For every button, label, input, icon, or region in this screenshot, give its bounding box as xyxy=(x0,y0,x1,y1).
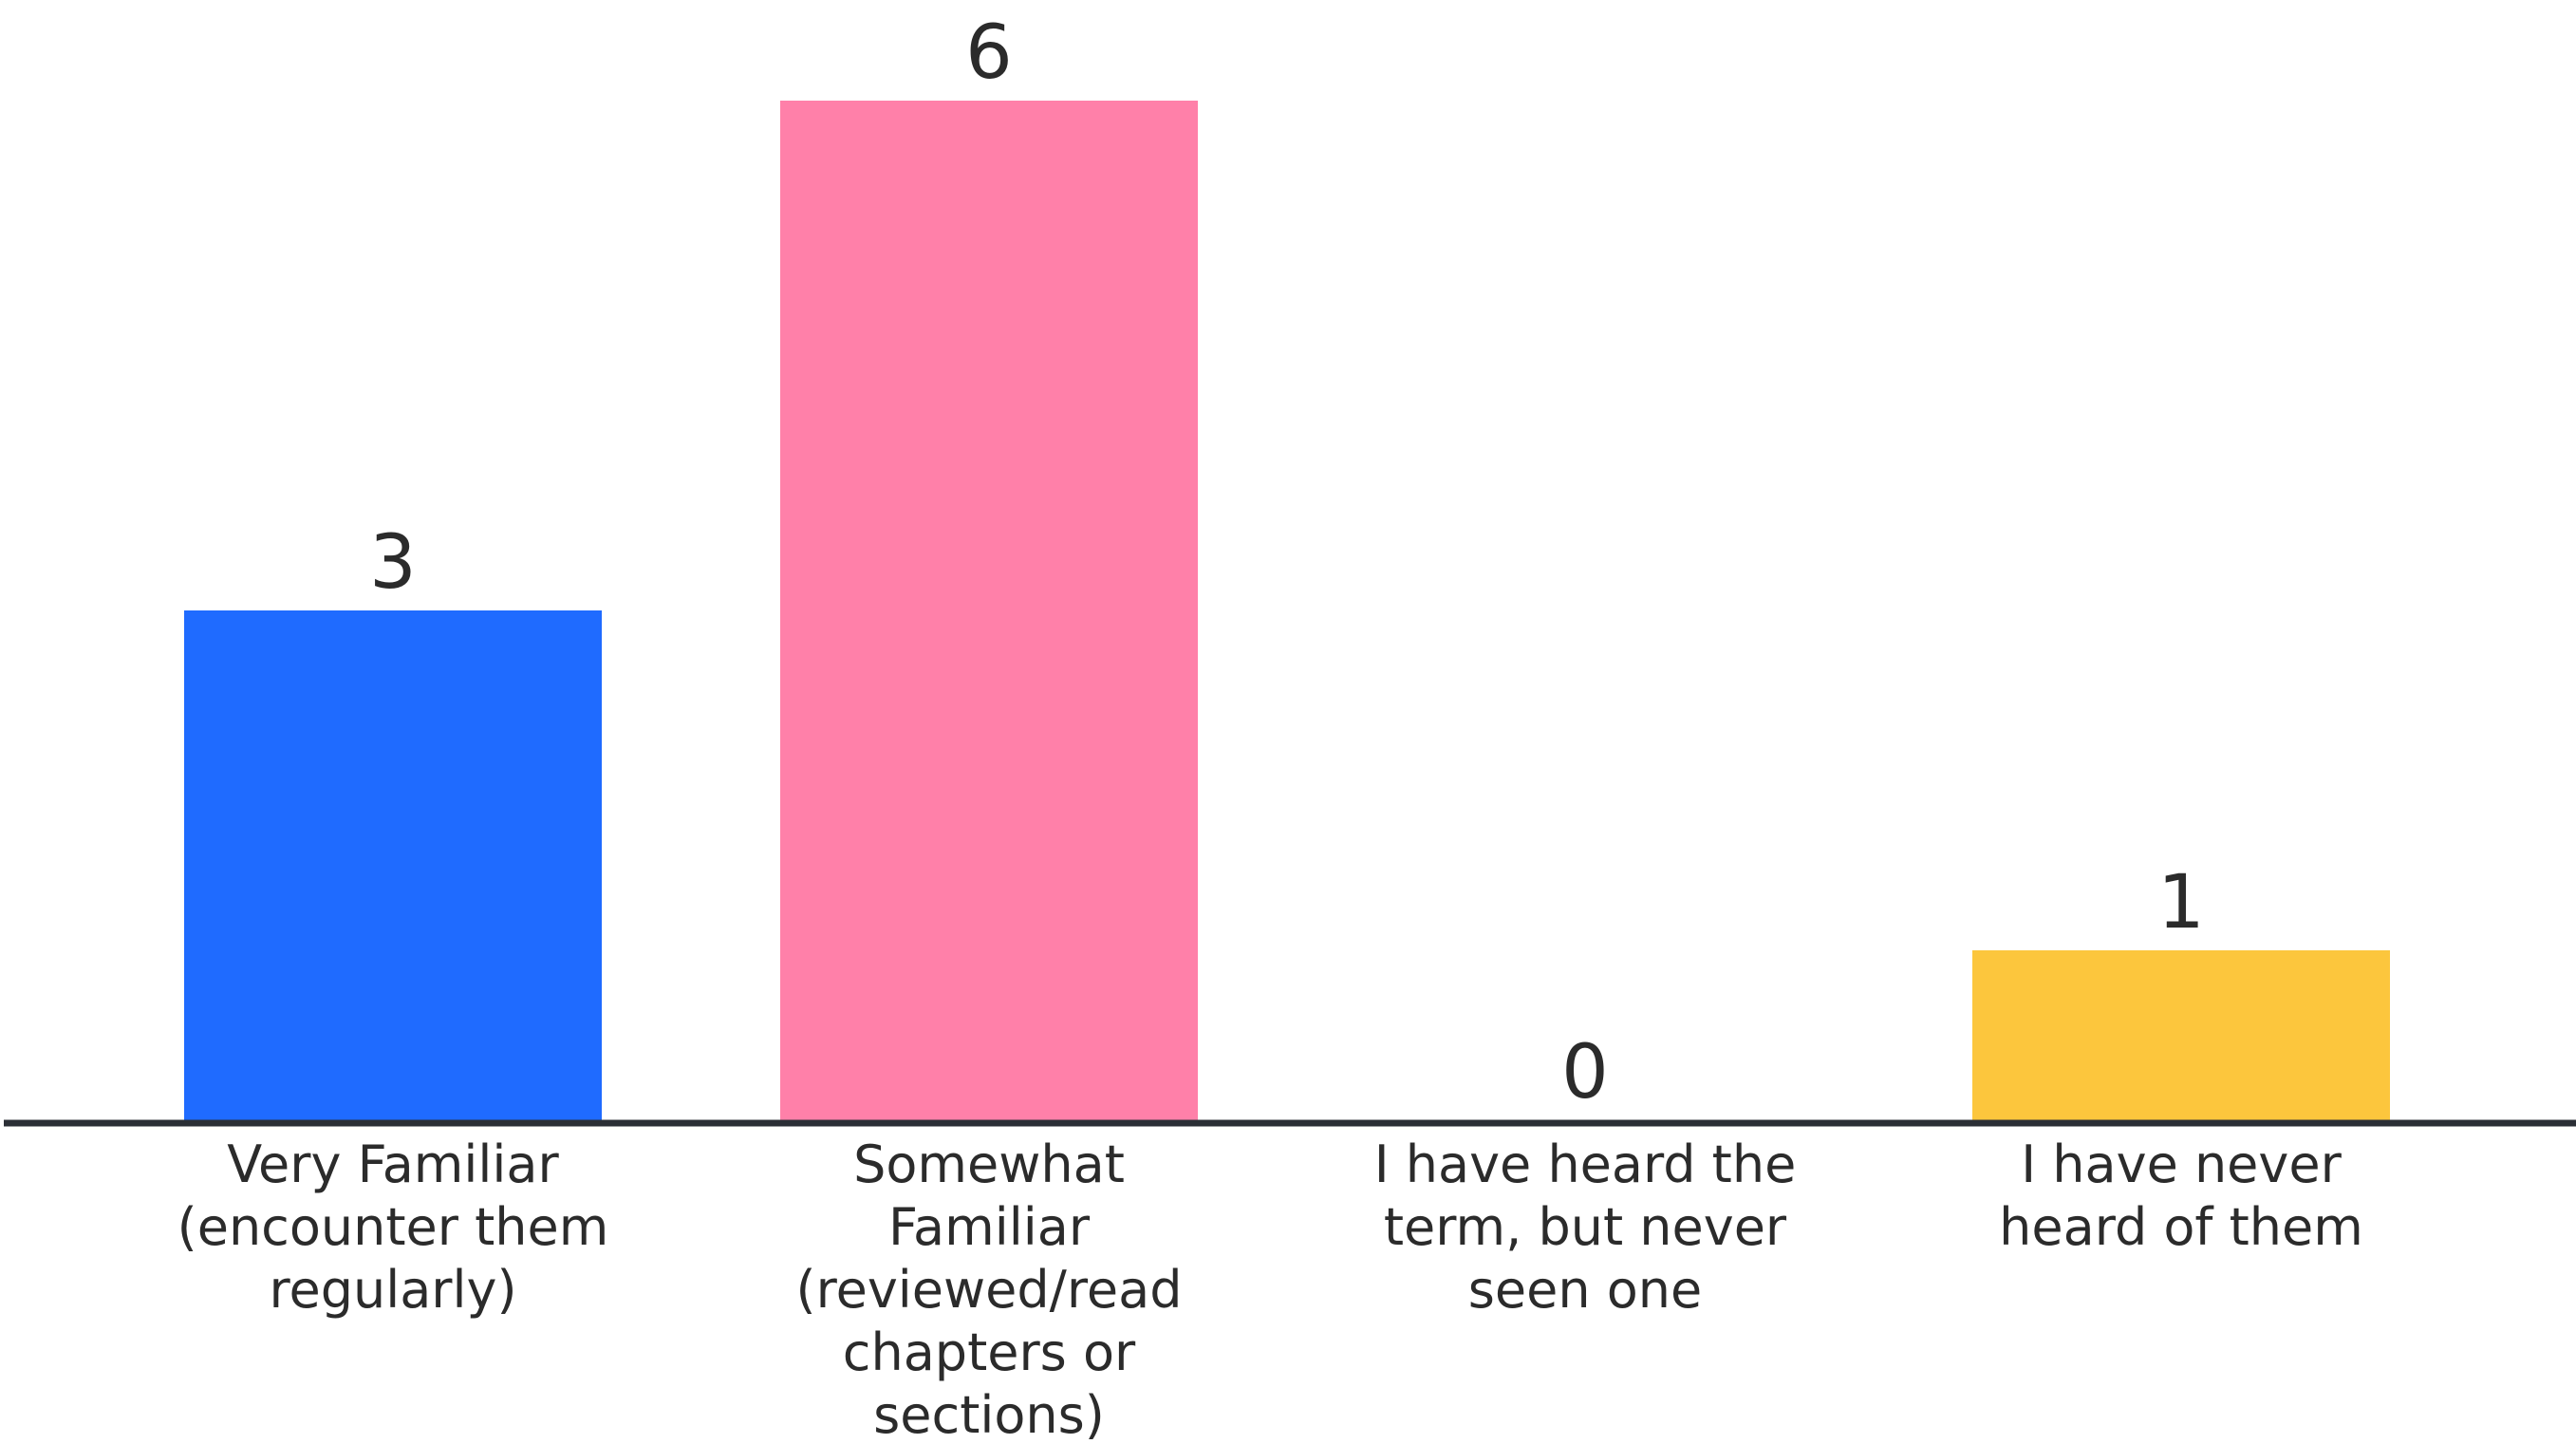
bar-1 xyxy=(780,101,1198,1120)
category-label-line: heard of them xyxy=(1999,1197,2363,1257)
category-label-line: term, but never xyxy=(1384,1197,1787,1257)
category-label-line: Very Familiar xyxy=(227,1135,559,1194)
value-label-1: 6 xyxy=(965,10,1013,96)
value-labels-group: 3 6 0 1 xyxy=(369,10,2205,1116)
value-label-2: 0 xyxy=(1561,1030,1609,1116)
category-label-line: I have never xyxy=(2021,1135,2342,1194)
category-label-1: Somewhat Familiar (reviewed/read chapters o… xyxy=(796,1135,1183,1444)
value-label-0: 3 xyxy=(369,520,417,606)
category-label-line: I have heard the xyxy=(1374,1135,1797,1194)
category-labels-group: Very Familiar (encounter them regularly) So… xyxy=(177,1135,2363,1444)
bars-group xyxy=(184,101,2390,1120)
category-label-line: chapters or xyxy=(843,1322,1136,1382)
value-label-3: 1 xyxy=(2157,860,2205,946)
bar-0 xyxy=(184,610,602,1120)
category-label-line: (reviewed/read xyxy=(796,1260,1183,1320)
category-label-0: Very Familiar (encounter them regularly) xyxy=(177,1135,609,1320)
bar-3 xyxy=(1972,950,2390,1120)
category-label-line: regularly) xyxy=(269,1260,516,1320)
category-label-line: seen one xyxy=(1468,1260,1702,1320)
category-label-2: I have heard the term, but never seen one xyxy=(1374,1135,1797,1320)
category-label-3: I have never heard of them xyxy=(1999,1135,2363,1257)
category-label-line: (encounter them xyxy=(177,1197,609,1257)
category-label-line: Somewhat xyxy=(853,1135,1125,1194)
category-label-line: sections) xyxy=(873,1385,1105,1444)
category-label-line: Familiar xyxy=(888,1197,1091,1257)
